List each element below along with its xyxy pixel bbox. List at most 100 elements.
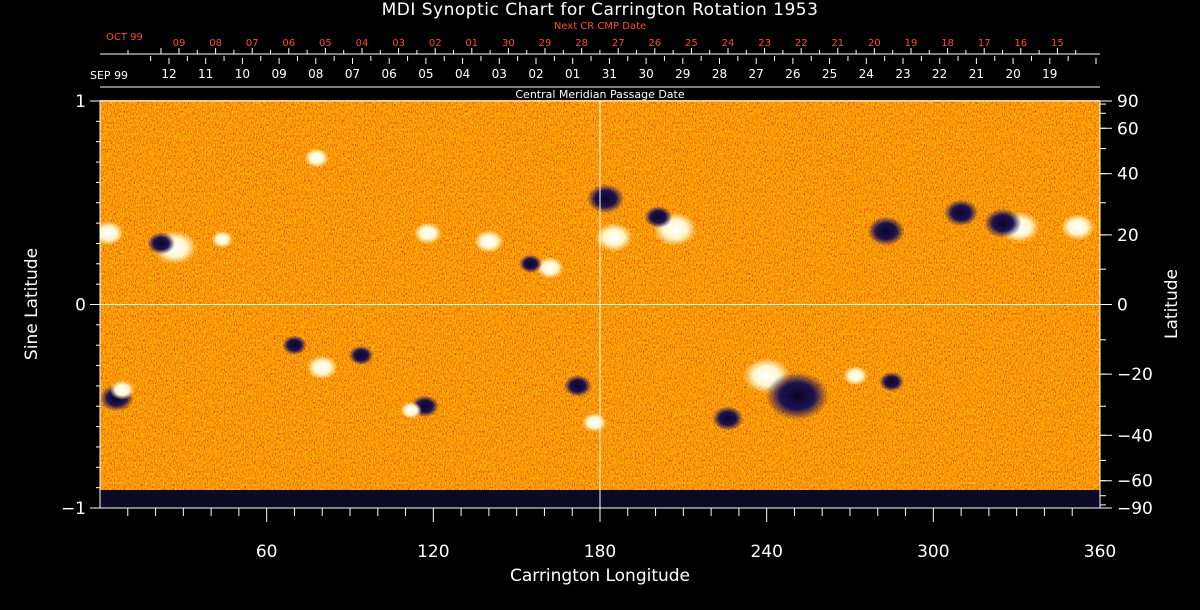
cmp-day-label: 20 [1005, 67, 1020, 81]
positive-region [413, 222, 442, 245]
next-cr-day-label: 05 [319, 38, 332, 49]
chart-title: MDI Synoptic Chart for Carrington Rotati… [381, 0, 819, 20]
negative-region [983, 208, 1022, 238]
next-cr-day-label: 17 [978, 38, 991, 49]
y-right-tick-label: −20 [1117, 365, 1153, 385]
y-right-tick-label: 20 [1117, 226, 1139, 246]
cmp-day-label: 27 [749, 67, 764, 81]
y-right-tick-label: −40 [1117, 426, 1153, 446]
x-tick-label: 300 [917, 542, 949, 562]
cmp-day-label: 22 [932, 67, 947, 81]
cmp-day-label: 24 [859, 67, 874, 81]
x-tick-label: 60 [256, 542, 278, 562]
positive-region [474, 229, 504, 254]
negative-region [563, 374, 592, 397]
next-cr-day-label: 23 [758, 38, 771, 49]
negative-region [518, 254, 543, 273]
y-right-tick-label: 60 [1117, 119, 1139, 139]
cmp-day-label: 23 [895, 67, 910, 81]
cmp-day-label: 25 [822, 67, 837, 81]
next-cr-day-label: 16 [1014, 38, 1027, 49]
y-right-tick-label: 0 [1117, 296, 1128, 316]
cmp-day-label: 21 [969, 67, 984, 81]
negative-region [879, 372, 905, 392]
y-right-tick-label: −60 [1117, 472, 1153, 492]
y-left-tick-label: −1 [61, 499, 86, 519]
next-cr-day-label: 28 [575, 38, 588, 49]
cmp-day-label: 08 [308, 67, 323, 81]
cmp-day-label: 07 [345, 67, 360, 81]
positive-region [109, 380, 135, 400]
x-tick-label: 360 [1084, 542, 1116, 562]
cmp-day-label: 28 [712, 67, 727, 81]
next-cr-day-label: 25 [685, 38, 698, 49]
next-cr-day-label: 21 [831, 38, 844, 49]
positive-region [100, 221, 124, 246]
positive-region [304, 148, 330, 168]
negative-region [867, 216, 905, 246]
x-axis-label: Carrington Longitude [509, 566, 691, 586]
next-cr-day-label: 26 [648, 38, 661, 49]
positive-region [211, 230, 234, 248]
next-cr-day-label: 22 [795, 38, 808, 49]
cmp-month-label: SEP 99 [90, 69, 129, 82]
x-tick-label: 120 [417, 542, 449, 562]
positive-region [843, 365, 868, 386]
next-cr-day-label: 24 [722, 38, 735, 49]
next-cr-day-label: 02 [429, 38, 442, 49]
negative-region [147, 232, 176, 255]
y-right-tick-label: 40 [1117, 165, 1139, 185]
negative-region [348, 345, 374, 366]
next-cr-cmp-label: Next CR CMP Date [553, 21, 647, 32]
y-left-tick-label: 0 [75, 296, 86, 316]
y-right-tick-label: 90 [1117, 92, 1139, 112]
cmp-day-label: 11 [198, 67, 213, 81]
y-left-tick-label: 1 [75, 92, 86, 112]
positive-region [306, 355, 338, 380]
negative-region [943, 199, 979, 227]
next-cr-day-label: 06 [282, 38, 295, 49]
y-right-tick-label: −90 [1117, 499, 1153, 519]
next-cr-day-label: 04 [356, 38, 369, 49]
cmp-day-label: 01 [565, 67, 580, 81]
cmp-day-label: 31 [602, 67, 617, 81]
y-axis-label-right: Latitude [1162, 269, 1182, 339]
cmp-day-label: 29 [675, 67, 690, 81]
cmp-day-label: 09 [271, 67, 286, 81]
negative-region [712, 406, 744, 431]
next-cr-day-label: 27 [612, 38, 625, 49]
cmp-day-label: 05 [418, 67, 433, 81]
next-cr-day-label: 01 [465, 38, 478, 49]
next-cr-month-label: OCT 99 [106, 32, 143, 43]
x-tick-label: 180 [584, 542, 616, 562]
next-cr-day-label: 07 [246, 38, 259, 49]
cmp-day-label: 10 [235, 67, 250, 81]
cmp-day-label: 02 [528, 67, 543, 81]
cmp-day-label: 03 [492, 67, 507, 81]
x-tick-label: 240 [750, 542, 782, 562]
next-cr-day-label: 19 [905, 38, 918, 49]
positive-region [536, 256, 564, 279]
positive-region [595, 222, 633, 252]
negative-region [765, 371, 829, 421]
positive-region [1060, 213, 1095, 241]
cmp-date-label: Central Meridian Passage Date [515, 88, 685, 101]
cmp-day-label: 26 [785, 67, 800, 81]
next-cr-day-label: 29 [539, 38, 552, 49]
cmp-day-label: 30 [638, 67, 653, 81]
negative-region [282, 335, 307, 356]
next-cr-day-label: 03 [392, 38, 405, 49]
cmp-day-label: 12 [161, 67, 176, 81]
cmp-day-label: 19 [1042, 67, 1057, 81]
next-cr-day-label: 30 [502, 38, 515, 49]
next-cr-day-label: 20 [868, 38, 881, 49]
cmp-day-label: 04 [455, 67, 470, 81]
next-cr-day-label: 09 [173, 38, 186, 49]
next-cr-day-label: 18 [941, 38, 954, 49]
next-cr-day-label: 15 [1051, 38, 1064, 49]
next-cr-day-label: 08 [209, 38, 222, 49]
cmp-day-label: 06 [382, 67, 397, 81]
y-axis-label-left: Sine Latitude [22, 247, 42, 361]
negative-region [586, 184, 625, 214]
positive-region [582, 412, 607, 433]
